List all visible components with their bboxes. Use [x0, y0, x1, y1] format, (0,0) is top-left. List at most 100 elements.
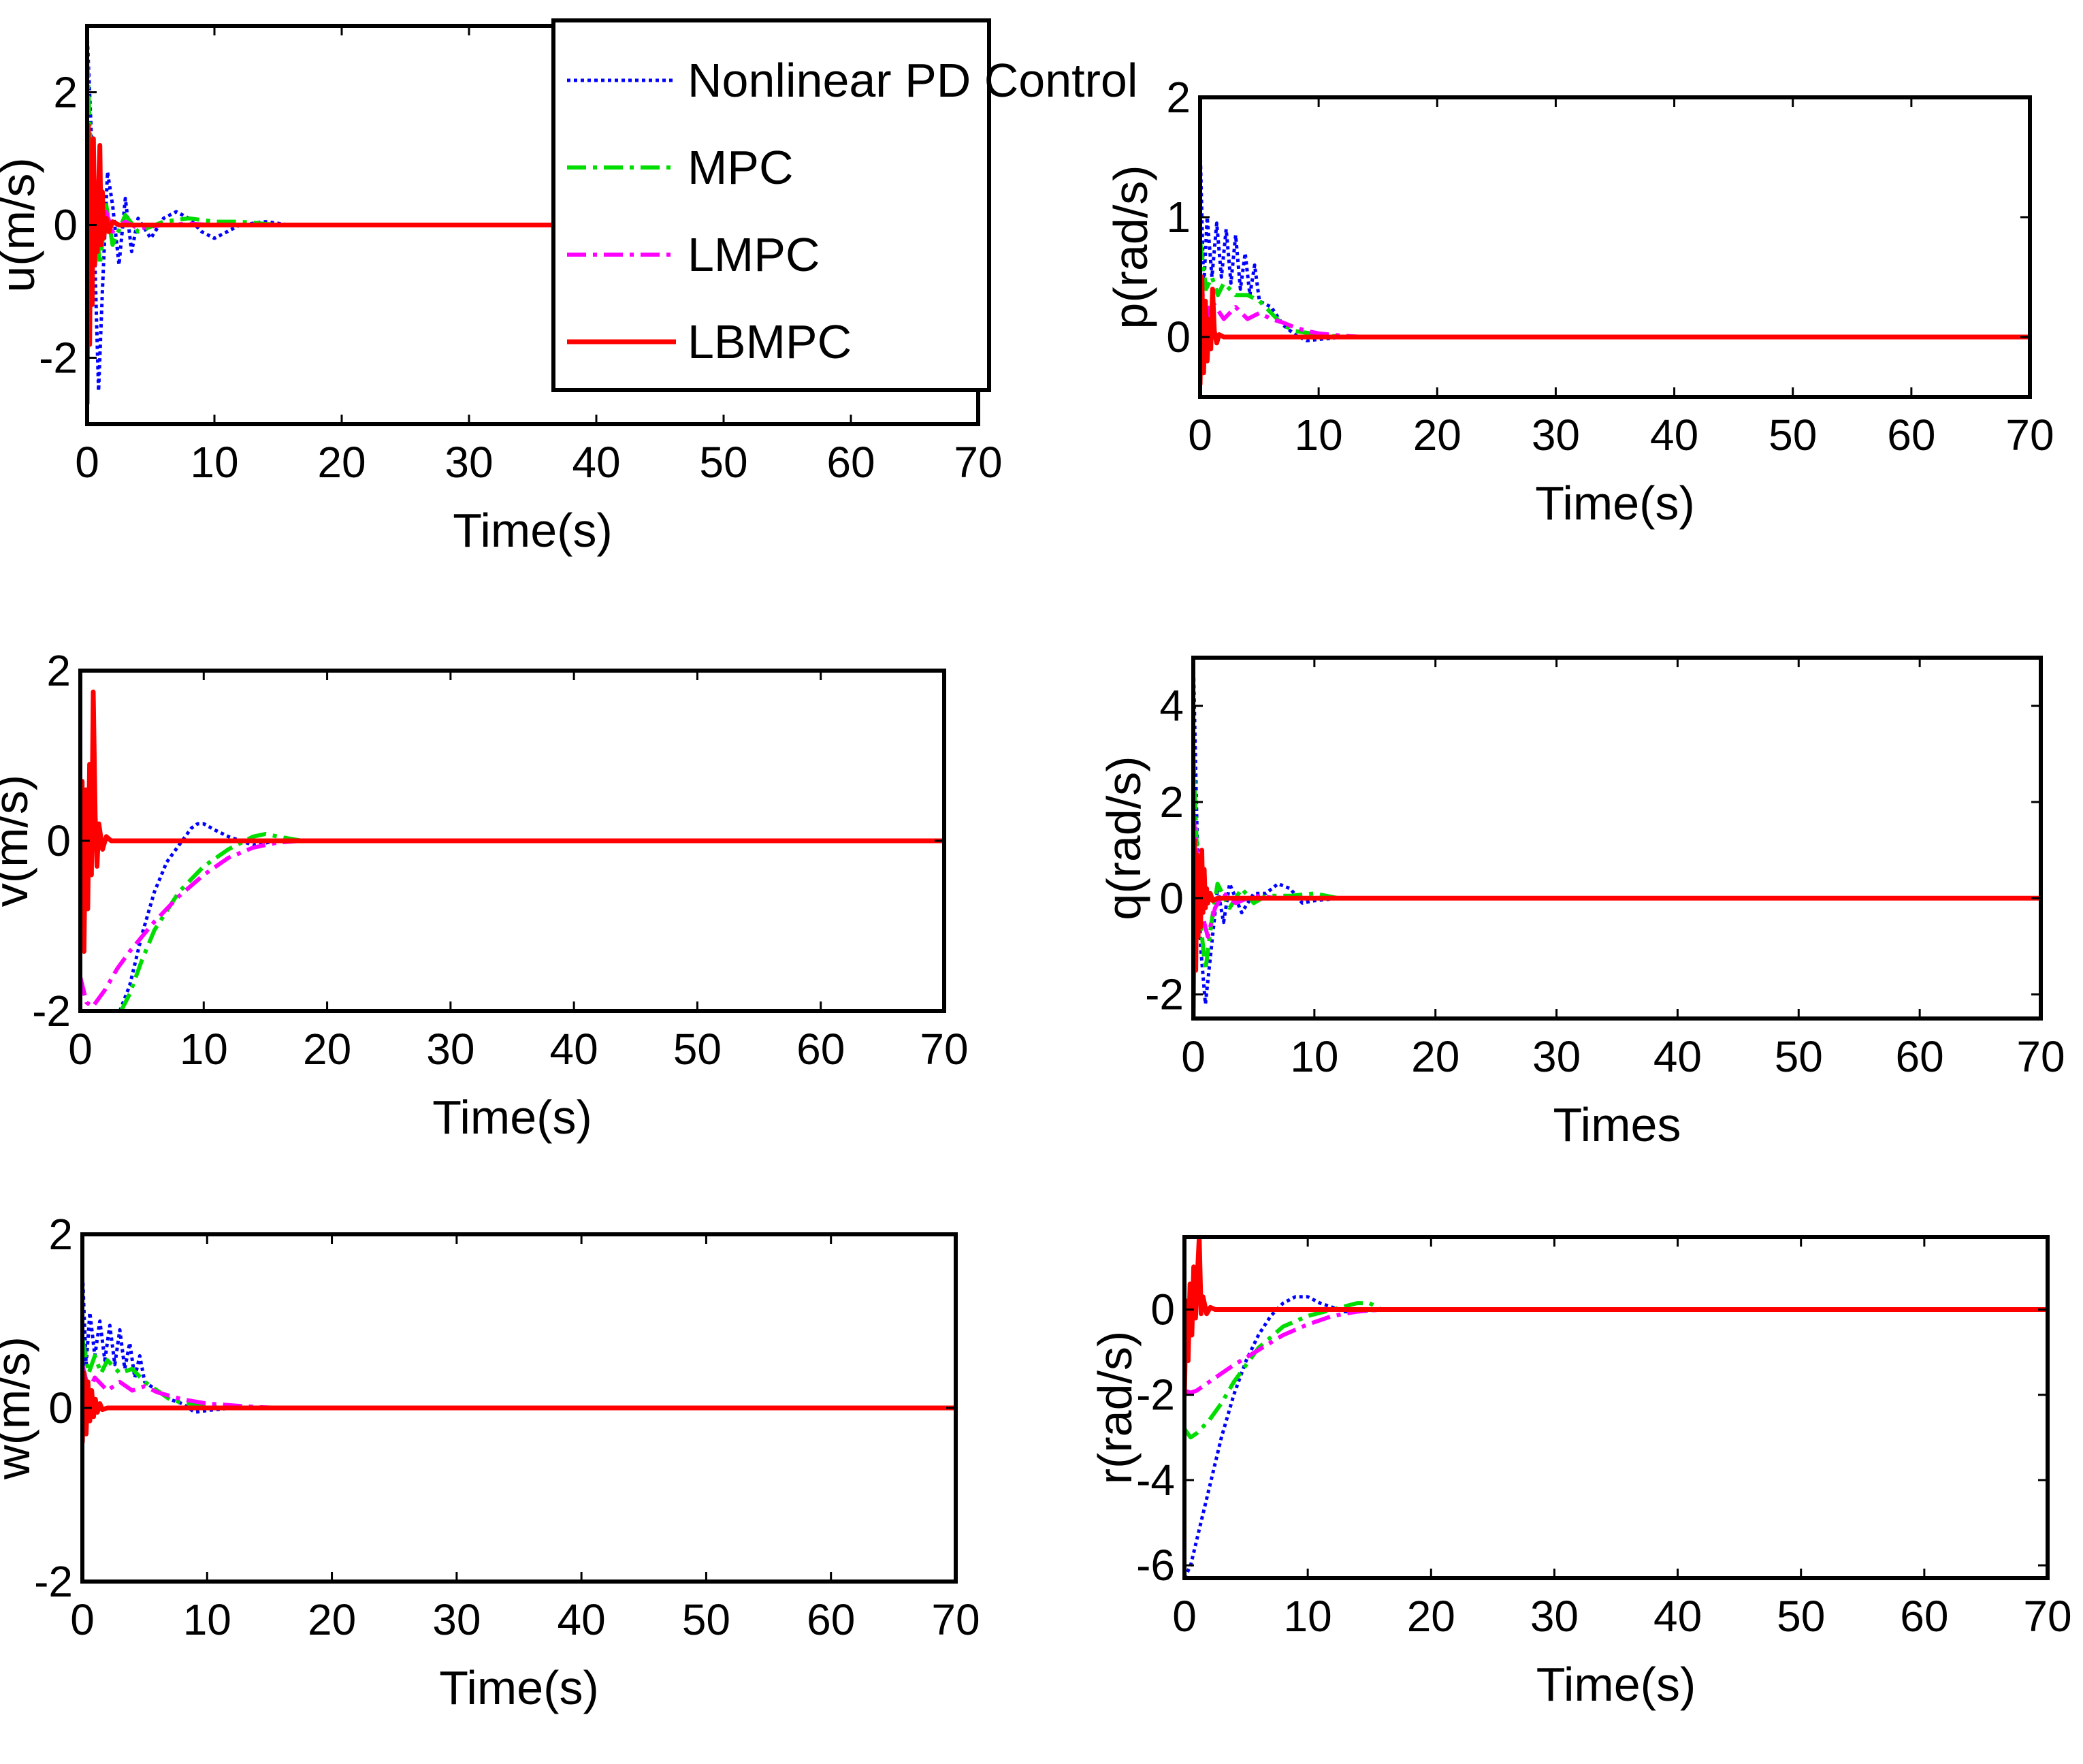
x-tick-label: 60: [1887, 411, 1935, 460]
x-tick-label: 20: [317, 438, 366, 487]
x-axis-label: Time(s): [439, 1661, 599, 1714]
x-tick-label: 0: [1172, 1592, 1197, 1641]
legend-entry: LBMPC: [567, 315, 852, 368]
x-tick-label: 50: [682, 1595, 730, 1644]
y-tick-label: 4: [1159, 681, 1184, 731]
series-lmpc: [1200, 276, 2030, 339]
y-tick-label: 0: [48, 1383, 73, 1432]
x-tick-label: 0: [70, 1595, 95, 1644]
series-mpc: [1200, 240, 2030, 339]
y-tick-label: -2: [39, 334, 78, 383]
y-tick-label: 2: [53, 68, 78, 117]
series-mpc: [82, 1338, 956, 1410]
y-tick-label: -2: [34, 1557, 73, 1606]
x-tick-label: 10: [180, 1025, 228, 1074]
series-lbmpc: [87, 123, 978, 404]
chart-q: 0 10 20 30 40 50 60 70 -2 0 2 4 Times q(rad/s): [1097, 656, 2065, 1151]
x-tick-label: 10: [1290, 1032, 1338, 1081]
x-tick-label: 20: [1413, 411, 1462, 460]
legend-label: Nonlinear PD Control: [688, 54, 1137, 107]
x-tick-label: 50: [1775, 1032, 1823, 1081]
plot-frame: [78, 669, 946, 1013]
x-axis-label: Time(s): [1536, 1658, 1696, 1711]
series-group: [82, 1268, 956, 1443]
series-nonlinear-pd-control: [1200, 145, 2030, 342]
x-tick-label: 70: [931, 1595, 980, 1644]
legend: Nonlinear PD Control MPC LMPC LBMPC: [551, 18, 1137, 392]
x-axis-label: Time(s): [1535, 477, 1695, 530]
y-tick-label: -6: [1136, 1541, 1175, 1590]
x-axis-label: Time(s): [432, 1091, 592, 1144]
x-tick-label: 70: [2016, 1032, 2065, 1081]
y-tick-label: 2: [48, 1210, 73, 1259]
x-axis-label: Times: [1553, 1098, 1681, 1151]
series-lbmpc: [82, 1370, 956, 1443]
legend-label: MPC: [688, 141, 794, 194]
y-tick-label: 2: [1159, 777, 1184, 827]
x-tick-label: 0: [1181, 1032, 1206, 1081]
x-tick-label: 40: [1653, 1592, 1702, 1641]
chart-p: 0 10 20 30 40 50 60 70 0 1 2 Time(s) p(rad/s): [1104, 73, 2054, 530]
chart-r: 0 10 20 30 40 50 60 70 -6 -4 -2 0 Time(s) r(rad/s): [1088, 1235, 2072, 1711]
x-tick-label: 60: [1900, 1592, 1948, 1641]
y-tick-label: -2: [1136, 1370, 1175, 1420]
legend-label: LMPC: [688, 228, 820, 281]
x-tick-label: 70: [2005, 411, 2054, 460]
x-tick-label: 0: [1188, 411, 1212, 460]
x-tick-label: 50: [673, 1025, 722, 1074]
y-tick-label: 0: [1159, 873, 1184, 923]
x-tick-label: 10: [183, 1595, 231, 1644]
plot-frame: [1198, 95, 2032, 399]
chart-u: 0 10 20 30 40 50 60 70 -2 0 2 Time(s) u(m/s): [0, 24, 1003, 557]
series-group: [1200, 145, 2030, 385]
series-group: [87, 32, 978, 404]
series-nonlinear-pd-control: [82, 1268, 956, 1414]
x-tick-label: 20: [1407, 1592, 1455, 1641]
x-tick-label: 50: [1777, 1592, 1825, 1641]
legend-entry: MPC: [567, 141, 794, 194]
y-tick-label: 0: [53, 201, 78, 250]
x-tick-label: 60: [826, 438, 875, 487]
series-group: [80, 689, 944, 1011]
series-nonlinear-pd-control: [118, 822, 944, 1011]
x-tick-label: 50: [699, 438, 747, 487]
x-tick-label: 10: [190, 438, 238, 487]
y-tick-label: 0: [1150, 1285, 1175, 1334]
x-tick-label: 30: [1532, 411, 1580, 460]
x-tick-label: 40: [550, 1025, 598, 1074]
x-axis-label: Time(s): [453, 504, 613, 557]
x-tick-label: 20: [308, 1595, 356, 1644]
series-mpc: [1193, 754, 2041, 973]
y-tick-label: -2: [1145, 970, 1184, 1019]
legend-label: LBMPC: [688, 315, 852, 368]
y-tick-label: 2: [46, 646, 71, 695]
x-tick-label: 40: [1650, 411, 1698, 460]
legend-entry: LMPC: [567, 228, 820, 281]
series-lbmpc: [1200, 274, 2030, 385]
plot-frame: [1182, 1235, 2050, 1580]
series-lmpc: [1193, 811, 2041, 939]
x-tick-label: 50: [1769, 411, 1817, 460]
series-group: [1184, 1237, 2048, 1578]
series-nonlinear-pd-control: [1193, 658, 2041, 1006]
series-lmpc: [80, 839, 944, 1009]
y-axis-label: u(m/s): [0, 157, 44, 292]
plot-frame: [1191, 656, 2043, 1021]
x-tick-label: 40: [558, 1595, 606, 1644]
y-axis-label: v(m/s): [0, 775, 37, 907]
x-tick-label: 10: [1295, 411, 1343, 460]
series-lbmpc: [80, 689, 944, 954]
y-axis-label: q(rad/s): [1097, 756, 1150, 920]
series-lmpc: [1184, 1307, 2048, 1395]
x-tick-label: 70: [920, 1025, 968, 1074]
x-tick-label: 30: [1530, 1592, 1579, 1641]
series-nonlinear-pd-control: [87, 32, 978, 393]
x-tick-label: 0: [75, 438, 99, 487]
x-tick-label: 10: [1284, 1592, 1332, 1641]
legend-entry: Nonlinear PD Control: [567, 54, 1137, 107]
y-tick-label: 1: [1166, 193, 1191, 242]
y-tick-label: 2: [1166, 73, 1191, 122]
